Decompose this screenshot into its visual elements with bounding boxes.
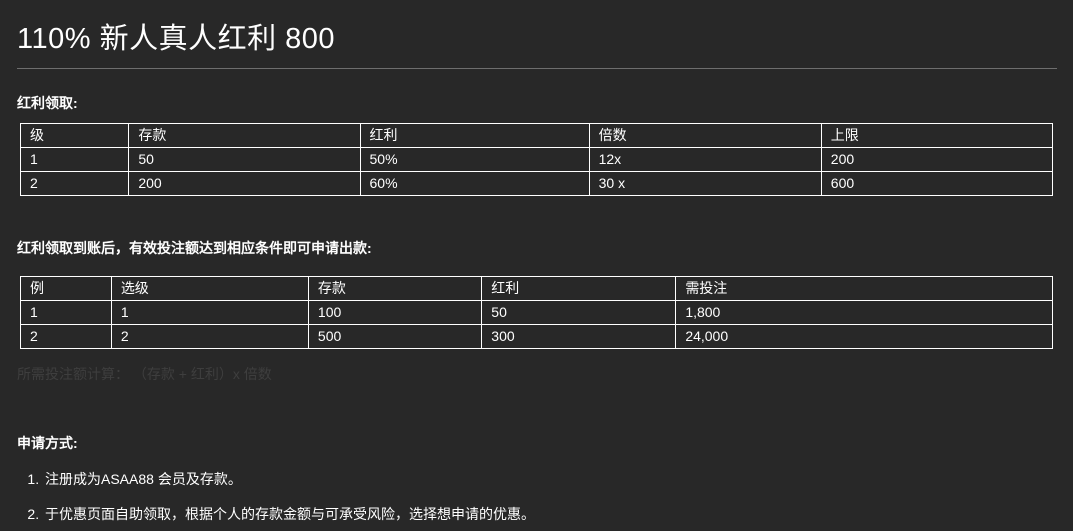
cell-required-wager: 24,000	[675, 324, 1053, 349]
cell-bonus: 300	[481, 324, 677, 349]
cell-multiplier: 30 x	[588, 171, 822, 196]
table-row: 2 2 500 300 24,000	[20, 324, 1053, 349]
col-header-bonus: 红利	[359, 123, 590, 148]
col-header-deposit: 存款	[307, 276, 483, 301]
cell-selected-level: 2	[110, 324, 309, 349]
col-header-example: 例	[20, 276, 112, 301]
apply-method-label: 申请方式:	[17, 435, 78, 451]
cell-multiplier: 12x	[588, 147, 822, 172]
cell-cap: 200	[820, 147, 1054, 172]
apply-steps-list: 注册成为ASAA88 会员及存款。 于优惠页面自助领取，根据个人的存款金额与可承…	[17, 471, 1057, 523]
cell-example: 1	[20, 300, 112, 325]
cell-example: 2	[20, 324, 112, 349]
wager-examples-table: 例 选级 存款 红利 需投注 1 1 100 50 1,800 2 2 500 …	[20, 276, 1053, 349]
cell-required-wager: 1,800	[675, 300, 1053, 325]
cell-bonus: 60%	[359, 171, 590, 196]
bonus-claim-label: 红利领取:	[17, 95, 78, 111]
cell-deposit: 100	[307, 300, 483, 325]
withdraw-condition-label: 红利领取到账后，有效投注额达到相应条件即可申请出款:	[17, 240, 372, 256]
cell-bonus: 50%	[359, 147, 590, 172]
cell-deposit: 50	[128, 147, 361, 172]
col-header-required-wager: 需投注	[675, 276, 1053, 301]
page-title: 110% 新人真人红利 800	[17, 0, 1057, 69]
bonus-tiers-table: 级 存款 红利 倍数 上限 1 50 50% 12x 200 2 200 60%…	[19, 123, 1054, 196]
cell-cap: 600	[820, 171, 1054, 196]
wager-formula-note: 所需投注额计算： （存款 + 红利）x 倍数	[17, 366, 272, 382]
cell-deposit: 500	[307, 324, 483, 349]
col-header-deposit: 存款	[128, 123, 361, 148]
cell-deposit: 200	[128, 171, 361, 196]
table-row: 1 50 50% 12x 200	[19, 147, 1054, 172]
cell-level: 1	[19, 147, 130, 172]
table-row: 1 1 100 50 1,800	[20, 300, 1053, 325]
table-header-row: 例 选级 存款 红利 需投注	[20, 276, 1053, 301]
cell-level: 2	[19, 171, 130, 196]
apply-step-1: 注册成为ASAA88 会员及存款。	[43, 471, 1057, 488]
col-header-level: 级	[19, 123, 130, 148]
table-row: 2 200 60% 30 x 600	[19, 171, 1054, 196]
apply-step-2: 于优惠页面自助领取，根据个人的存款金额与可承受风险，选择想申请的优惠。	[43, 506, 1057, 523]
col-header-selected-level: 选级	[110, 276, 309, 301]
col-header-multiplier: 倍数	[588, 123, 822, 148]
cell-selected-level: 1	[110, 300, 309, 325]
col-header-bonus: 红利	[481, 276, 677, 301]
col-header-cap: 上限	[820, 123, 1054, 148]
cell-bonus: 50	[481, 300, 677, 325]
table-header-row: 级 存款 红利 倍数 上限	[19, 123, 1054, 148]
